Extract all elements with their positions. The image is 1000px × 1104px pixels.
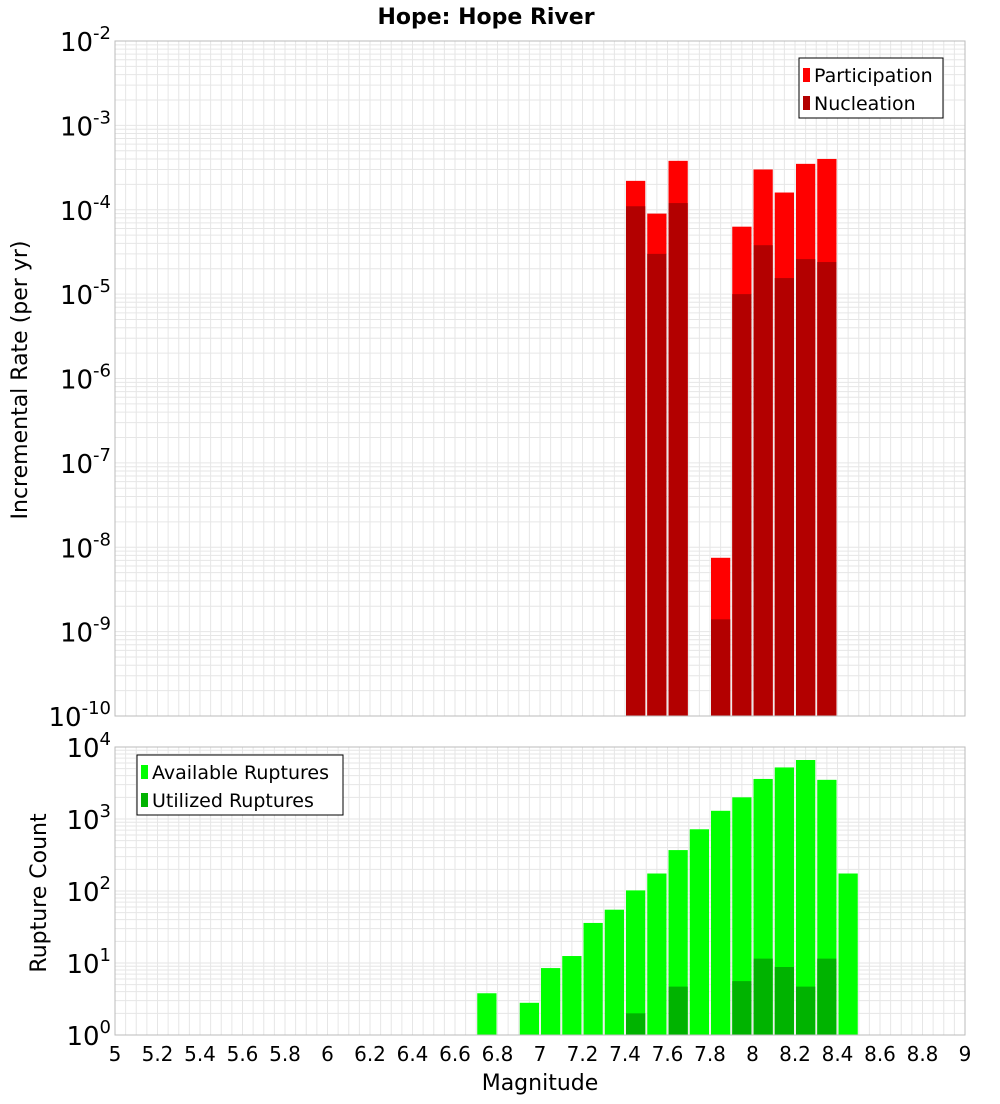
grid: [114, 40, 966, 717]
bar: [477, 993, 497, 1035]
x-tick-label: 5.6: [227, 1042, 259, 1066]
bar: [711, 810, 731, 1035]
bar: [753, 245, 773, 717]
y-tick-labels: 100 101 102 103 104: [66, 729, 111, 1052]
bar: [668, 986, 688, 1035]
y-tick-label: 10-3: [60, 107, 111, 142]
plot-frame: [114, 40, 966, 717]
bar: [774, 278, 794, 716]
bar: [626, 890, 646, 1035]
bar: [796, 986, 816, 1035]
bar: [732, 797, 752, 1035]
legend-swatch: [141, 793, 148, 807]
legend: Participation Nucleation: [798, 57, 944, 119]
bar: [604, 909, 624, 1035]
x-tick-label: 9: [959, 1042, 972, 1066]
bar: [689, 829, 709, 1035]
y-tick-label: 10-10: [49, 698, 112, 733]
rupture-count-panel: 100 101 102 103 104 5 5.2 5.4 5.6 5.8 6 6.2 6.4 6.6 6.…: [66, 729, 971, 1066]
y-tick-labels: 10-10 10-9 10-8 10-7 10-6 10-5 10-4 10-3 10-2: [49, 23, 112, 733]
bar: [817, 958, 837, 1035]
x-tick-label: 7.8: [694, 1042, 726, 1066]
y-tick-label: 100: [66, 1017, 111, 1052]
x-axis-label: Magnitude: [482, 1071, 599, 1096]
bar: [796, 259, 816, 716]
legend-label: Participation: [814, 65, 933, 87]
legend-label: Available Ruptures: [152, 762, 329, 784]
x-tick-label: 6.4: [397, 1042, 429, 1066]
series-secondary-bars: [626, 203, 837, 717]
y-tick-label: 10-7: [60, 445, 111, 480]
y-tick-label: 103: [66, 801, 111, 836]
x-tick-label: 7: [534, 1042, 547, 1066]
y-tick-label: 10-2: [60, 23, 111, 58]
bar: [519, 1002, 539, 1035]
legend-label: Nucleation: [814, 93, 916, 115]
legend: Available Ruptures Utilized Ruptures: [136, 754, 344, 816]
x-tick-label: 6.2: [354, 1042, 386, 1066]
x-tick-label: 5: [109, 1042, 122, 1066]
bar: [668, 203, 688, 716]
bar: [796, 759, 816, 1035]
y-tick-label: 104: [66, 729, 111, 764]
x-tick-label: 8.6: [864, 1042, 896, 1066]
x-tick-label: 6: [321, 1042, 334, 1066]
series-secondary-bars: [626, 958, 837, 1035]
x-tick-label: 7.6: [652, 1042, 684, 1066]
bar: [732, 294, 752, 716]
x-tick-label: 5.4: [184, 1042, 216, 1066]
x-tick-label: 8.8: [907, 1042, 939, 1066]
bar: [647, 253, 667, 716]
x-tick-label: 8: [746, 1042, 759, 1066]
bar: [774, 966, 794, 1035]
y-tick-label: 102: [66, 873, 111, 908]
legend-label: Utilized Ruptures: [152, 790, 314, 812]
rate-panel: 10-10 10-9 10-8 10-7 10-6 10-5 10-4 10-3 10-2 Par…: [49, 23, 966, 733]
bar: [647, 873, 667, 1035]
bottom-y-axis-label: Rupture Count: [27, 813, 52, 973]
bar: [562, 956, 582, 1035]
y-tick-label: 10-8: [60, 529, 111, 564]
bar: [626, 206, 646, 716]
y-tick-label: 10-5: [60, 276, 111, 311]
bar: [711, 619, 731, 716]
bar: [838, 873, 858, 1035]
legend-swatch: [803, 96, 810, 110]
y-tick-label: 10-4: [60, 192, 111, 227]
x-tick-label: 6.8: [482, 1042, 514, 1066]
y-tick-label: 101: [66, 945, 111, 980]
bar: [817, 262, 837, 716]
bar: [626, 1013, 646, 1035]
legend-box: [136, 754, 344, 816]
y-tick-label: 10-6: [60, 361, 111, 396]
legend-swatch: [803, 68, 810, 82]
x-tick-labels: 5 5.2 5.4 5.6 5.8 6 6.2 6.4 6.6 6.8 7 7.2 7.4 7.6 7.8 8…: [109, 1042, 972, 1066]
x-tick-label: 8.2: [779, 1042, 811, 1066]
x-tick-label: 8.4: [822, 1042, 854, 1066]
x-tick-label: 5.2: [142, 1042, 174, 1066]
x-tick-label: 5.8: [269, 1042, 301, 1066]
bar: [541, 968, 561, 1035]
chart-title: Hope: Hope River: [377, 5, 594, 30]
bar: [753, 958, 773, 1035]
plot-frame: [114, 746, 966, 1036]
x-tick-label: 6.6: [439, 1042, 471, 1066]
y-tick-label: 10-9: [60, 614, 111, 649]
bar: [583, 922, 603, 1035]
legend-box: [798, 57, 944, 119]
legend-swatch: [141, 765, 148, 779]
x-tick-label: 7.2: [567, 1042, 599, 1066]
top-y-axis-label: Incremental Rate (per yr): [8, 241, 33, 520]
x-tick-label: 7.4: [609, 1042, 641, 1066]
bar: [732, 981, 752, 1035]
